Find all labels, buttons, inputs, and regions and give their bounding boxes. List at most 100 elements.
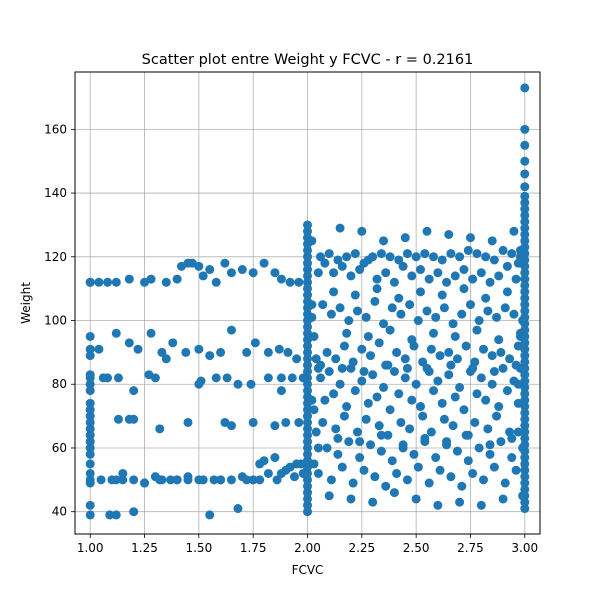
data-point <box>259 258 269 268</box>
data-point <box>303 494 312 504</box>
data-point <box>520 182 530 192</box>
data-point <box>502 386 512 396</box>
data-point <box>492 411 502 421</box>
data-point <box>85 459 95 469</box>
data-point <box>344 316 354 326</box>
data-point <box>196 376 206 386</box>
data-point <box>329 268 339 278</box>
data-point <box>518 491 528 501</box>
data-point <box>222 373 232 383</box>
data-point <box>498 245 508 255</box>
x-axis-ticks: 1.00 1.25 1.50 1.75 2.00 2.25 2.50 2.75 3.00 <box>77 534 538 555</box>
data-point <box>372 274 382 284</box>
data-point <box>474 316 484 326</box>
data-point <box>326 475 336 485</box>
data-point <box>303 367 312 377</box>
data-point <box>502 261 512 271</box>
data-point <box>500 478 510 488</box>
data-point <box>303 379 312 389</box>
data-point <box>361 414 371 424</box>
data-point <box>303 322 312 332</box>
data-point <box>368 497 378 507</box>
data-point <box>168 338 178 348</box>
data-point <box>303 468 312 478</box>
data-point <box>85 417 95 427</box>
data-point <box>303 226 312 236</box>
data-point <box>509 226 519 236</box>
data-point <box>85 405 95 415</box>
data-point <box>85 370 95 380</box>
data-point <box>85 449 95 459</box>
data-point <box>444 347 454 357</box>
data-point <box>283 347 293 357</box>
data-point <box>468 468 478 478</box>
data-point <box>400 354 410 364</box>
data-point <box>366 351 376 361</box>
data-point <box>344 437 354 447</box>
data-point <box>520 287 530 297</box>
data-point <box>418 357 428 367</box>
data-point <box>479 475 489 485</box>
data-point <box>476 268 486 278</box>
data-point <box>322 443 332 453</box>
data-point <box>303 475 312 485</box>
data-point <box>520 191 530 201</box>
data-point <box>216 475 226 485</box>
data-point <box>303 500 312 510</box>
data-point <box>376 430 386 440</box>
x-axis-label: FCVC <box>292 563 324 577</box>
data-point <box>85 500 95 510</box>
x-tick-label: 2.75 <box>457 541 484 555</box>
data-point <box>520 198 530 208</box>
data-point <box>422 306 432 316</box>
data-point <box>346 271 356 281</box>
data-point <box>379 236 389 246</box>
data-point <box>294 277 304 287</box>
data-point <box>481 395 491 405</box>
data-point <box>316 373 326 383</box>
data-point <box>444 370 454 380</box>
data-point <box>452 446 462 456</box>
data-point <box>468 274 478 284</box>
data-point <box>103 277 113 287</box>
data-point <box>172 475 182 485</box>
data-point <box>335 303 345 313</box>
data-point <box>394 389 404 399</box>
data-point <box>129 475 139 485</box>
data-point <box>350 249 360 259</box>
data-point <box>520 83 530 93</box>
data-point <box>307 236 317 246</box>
data-point <box>155 475 165 485</box>
data-point <box>303 424 312 434</box>
data-point <box>85 424 95 434</box>
data-point <box>376 446 386 456</box>
data-point <box>505 354 515 364</box>
data-point <box>520 169 530 179</box>
x-tick-label: 2.50 <box>403 541 430 555</box>
data-point <box>324 249 334 259</box>
data-point <box>350 290 360 300</box>
data-point <box>242 347 252 357</box>
data-point <box>370 296 380 306</box>
data-point <box>489 255 499 265</box>
data-point <box>387 456 397 466</box>
data-point <box>326 309 336 319</box>
data-point <box>385 405 395 415</box>
data-point <box>355 265 365 275</box>
data-point <box>435 351 445 361</box>
data-point <box>303 481 312 491</box>
data-point <box>509 309 519 319</box>
data-point <box>463 430 473 440</box>
data-point <box>413 316 423 326</box>
data-point <box>161 277 171 287</box>
data-point <box>111 510 121 520</box>
data-point <box>513 258 523 268</box>
data-point <box>520 370 530 380</box>
data-point <box>433 500 443 510</box>
data-point <box>361 312 371 322</box>
data-point <box>461 341 471 351</box>
data-point <box>455 252 465 262</box>
data-point <box>85 351 95 361</box>
data-point <box>381 481 391 491</box>
data-point <box>98 373 108 383</box>
